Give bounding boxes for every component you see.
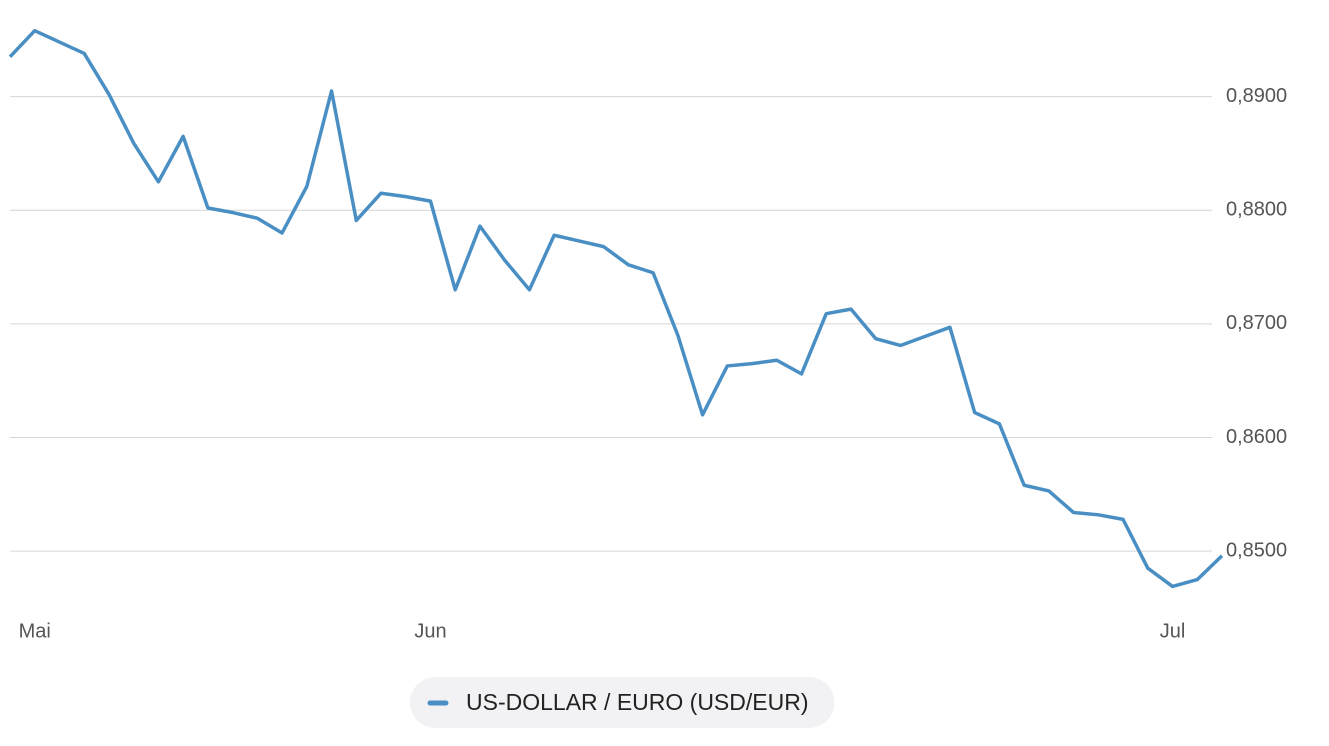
- y-tick-label: 0,8600: [1226, 426, 1287, 448]
- y-tick-label: 0,8500: [1226, 539, 1287, 561]
- legend-item[interactable]: US-DOLLAR / EURO (USD/EUR): [410, 677, 835, 728]
- x-tick-label: Jun: [414, 620, 446, 642]
- legend-background: [410, 677, 835, 728]
- y-tick-label: 0,8800: [1226, 199, 1287, 221]
- y-tick-label: 0,8900: [1226, 85, 1287, 107]
- x-tick-label: Jul: [1160, 620, 1186, 642]
- y-tick-label: 0,8700: [1226, 312, 1287, 334]
- legend-label: US-DOLLAR / EURO (USD/EUR): [466, 689, 808, 715]
- x-tick-label: Mai: [19, 620, 51, 642]
- legend: US-DOLLAR / EURO (USD/EUR): [410, 677, 835, 728]
- line-series: [8, 28, 1224, 589]
